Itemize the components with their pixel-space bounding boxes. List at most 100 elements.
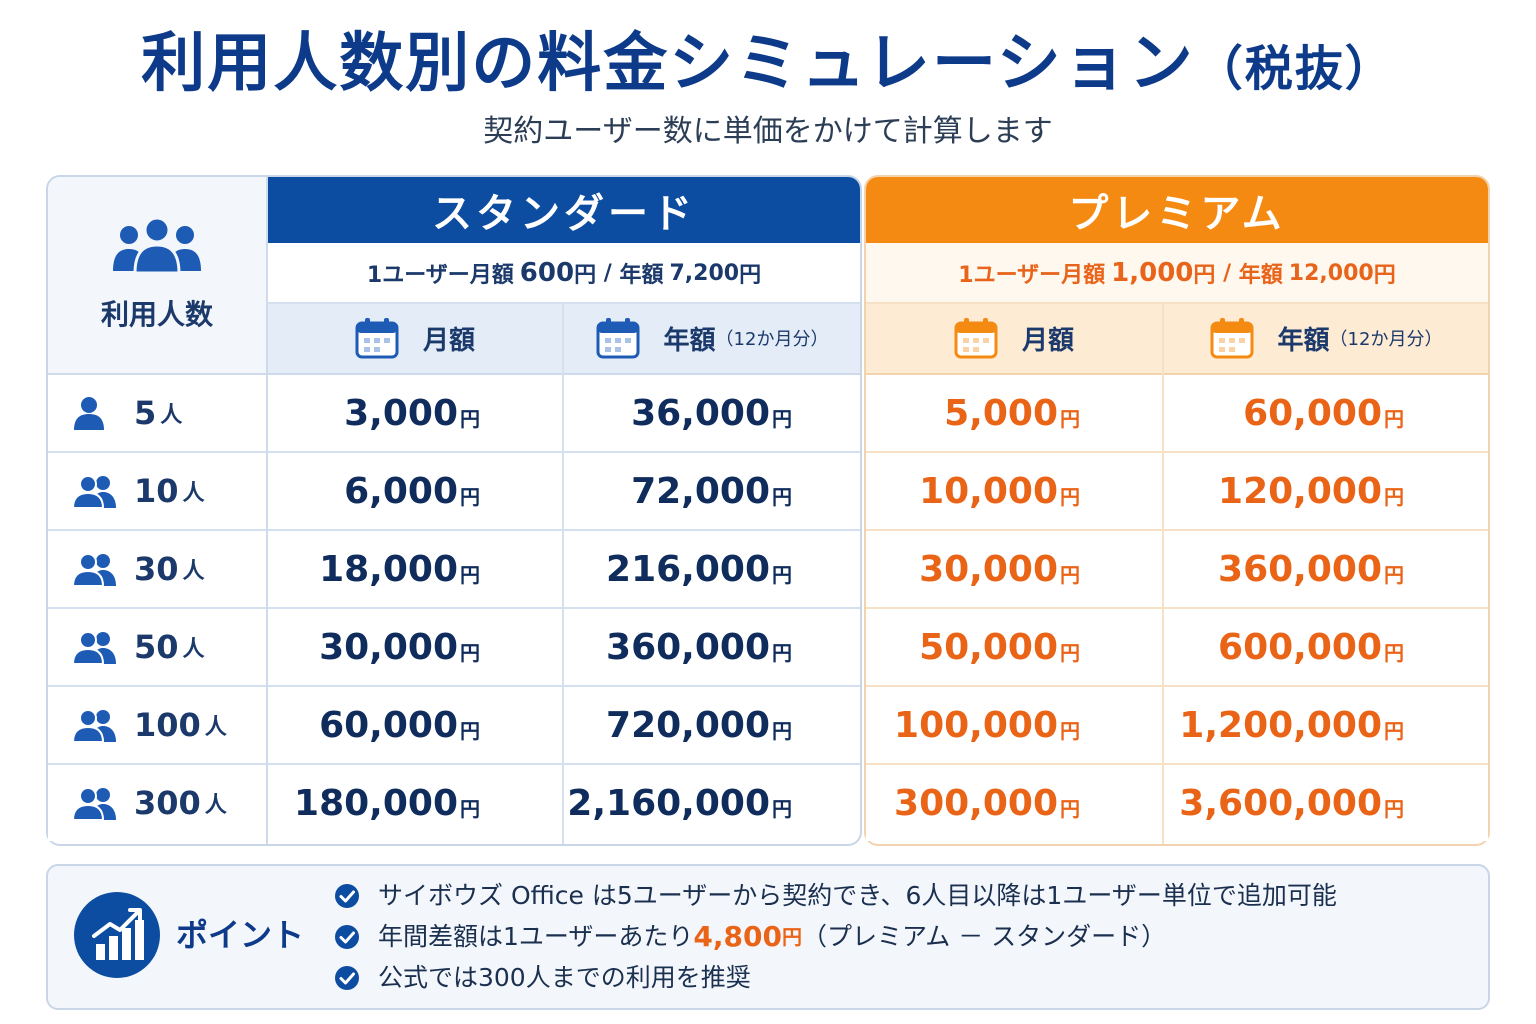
standard-unit-price: 1ユーザー月額 600 円 / 年額 7,200 円 <box>268 243 860 303</box>
standard-annual-prefix: 年額 <box>619 263 664 288</box>
standard-annual-unit-price: 7,200 <box>669 260 740 286</box>
point-item-1: サイボウズ Office は5ユーザーから契約でき、6人目以降は1ユーザー単位で… <box>334 879 1337 913</box>
row-divider <box>866 451 1488 453</box>
cell-yen: 円 <box>772 796 792 821</box>
standard-annual-cell: 216,000 円 <box>564 531 860 607</box>
premium-annual-unit-price: 12,000 <box>1288 260 1374 286</box>
premium-price-yen: 円 <box>1193 263 1216 288</box>
row-users-label: 300 人 <box>48 765 266 841</box>
cell-yen: 円 <box>460 484 480 509</box>
grid-line <box>866 302 1488 304</box>
row-users-unit: 人 <box>182 481 205 506</box>
point-item-2-before: 年間差額は1ユーザーあたり <box>378 922 694 951</box>
row-divider <box>866 607 1488 609</box>
row-divider <box>48 451 860 453</box>
point-item-2: 年間差額は1ユーザーあたり 4,800 円 （プレミアム － スタンダード） <box>334 920 1166 954</box>
row-users-count: 5 <box>134 394 157 432</box>
cell-amount: 10,000 <box>919 470 1058 512</box>
grid-line <box>1162 303 1164 844</box>
premium-annual-cell: 60,000 円 <box>1164 375 1488 451</box>
users-column-header: 利用人数 <box>48 177 266 373</box>
users-column-label: 利用人数 <box>100 298 213 331</box>
standard-annual-cell: 72,000 円 <box>564 453 860 529</box>
premium-annual-cell: 3,600,000 円 <box>1164 765 1488 841</box>
standard-price-separator: / <box>596 260 620 286</box>
calendar-icon <box>355 317 399 359</box>
cell-yen: 円 <box>1384 796 1404 821</box>
premium-annual-cell: 360,000 円 <box>1164 531 1488 607</box>
people-icon <box>72 708 118 742</box>
row-divider <box>48 685 860 687</box>
grid-line <box>866 373 1488 375</box>
premium-monthly-cell: 5,000 円 <box>866 375 1162 451</box>
row-users-count: 300 <box>134 784 201 822</box>
standard-annual-cell: 720,000 円 <box>564 687 860 763</box>
standard-annual-cell: 2,160,000 円 <box>564 765 860 841</box>
page-title-suffix: （税抜） <box>1194 41 1395 97</box>
cell-yen: 円 <box>772 562 792 587</box>
standard-monthly-header: 月額 <box>268 303 562 373</box>
cell-amount: 3,600,000 <box>1179 782 1382 824</box>
cell-yen: 円 <box>1060 796 1080 821</box>
cell-yen: 円 <box>1060 718 1080 743</box>
cell-yen: 円 <box>460 406 480 431</box>
row-divider <box>866 529 1488 531</box>
standard-monthly-cell: 60,000 円 <box>268 687 562 763</box>
grid-line <box>48 373 860 375</box>
standard-annual-header: 年額 （12か月分） <box>564 303 860 373</box>
premium-annual-header-label: 年額 <box>1277 325 1330 356</box>
standard-monthly-cell: 30,000 円 <box>268 609 562 685</box>
cell-amount: 30,000 <box>919 548 1058 590</box>
cell-amount: 60,000 <box>1243 392 1382 434</box>
standard-monthly-unit-price: 600 <box>519 258 575 288</box>
cell-yen: 円 <box>772 406 792 431</box>
cell-amount: 60,000 <box>319 704 458 746</box>
cell-amount: 216,000 <box>606 548 770 590</box>
grid-line <box>268 302 860 304</box>
standard-annual-header-label: 年額 <box>663 325 716 356</box>
row-users-label: 50 人 <box>48 609 266 685</box>
row-users-unit: 人 <box>182 637 205 662</box>
calendar-icon <box>596 317 640 359</box>
cell-amount: 1,200,000 <box>1179 704 1382 746</box>
cell-yen: 円 <box>1384 640 1404 665</box>
standard-annual-note: （12か月分） <box>715 329 829 350</box>
cell-yen: 円 <box>460 718 480 743</box>
row-users-unit: 人 <box>204 793 227 818</box>
grid-line <box>266 177 268 844</box>
premium-price-separator: / <box>1215 260 1239 286</box>
cell-amount: 30,000 <box>319 626 458 668</box>
check-circle-icon <box>334 965 360 991</box>
standard-annual-cell: 36,000 円 <box>564 375 860 451</box>
standard-monthly-cell: 6,000 円 <box>268 453 562 529</box>
premium-monthly-cell: 30,000 円 <box>866 531 1162 607</box>
standard-monthly-cell: 3,000 円 <box>268 375 562 451</box>
standard-annual-yen: 円 <box>739 263 762 288</box>
cell-amount: 36,000 <box>631 392 770 434</box>
cell-yen: 円 <box>1060 562 1080 587</box>
premium-monthly-header-label: 月額 <box>1021 325 1074 356</box>
premium-unit-price: 1ユーザー月額 1,000 円 / 年額 12,000 円 <box>866 243 1488 303</box>
people-icon <box>72 786 118 820</box>
premium-monthly-cell: 50,000 円 <box>866 609 1162 685</box>
cell-amount: 100,000 <box>894 704 1058 746</box>
people-icon <box>72 630 118 664</box>
row-users-count: 30 <box>134 550 179 588</box>
page-title: 利用人数別の料金シミュレーション（税抜） <box>0 22 1536 111</box>
premium-annual-yen: 円 <box>1373 263 1396 288</box>
grid-line <box>562 303 564 844</box>
row-divider <box>866 685 1488 687</box>
premium-annual-prefix: 年額 <box>1238 263 1283 288</box>
row-users-count: 10 <box>134 472 179 510</box>
cell-yen: 円 <box>772 718 792 743</box>
standard-price-prefix: 1ユーザー月額 <box>366 263 514 288</box>
premium-monthly-cell: 10,000 円 <box>866 453 1162 529</box>
premium-monthly-cell: 300,000 円 <box>866 765 1162 841</box>
cell-amount: 50,000 <box>919 626 1058 668</box>
premium-price-prefix: 1ユーザー月額 <box>958 263 1106 288</box>
cell-amount: 72,000 <box>631 470 770 512</box>
row-divider <box>866 763 1488 765</box>
cell-amount: 720,000 <box>606 704 770 746</box>
row-users-unit: 人 <box>182 559 205 584</box>
